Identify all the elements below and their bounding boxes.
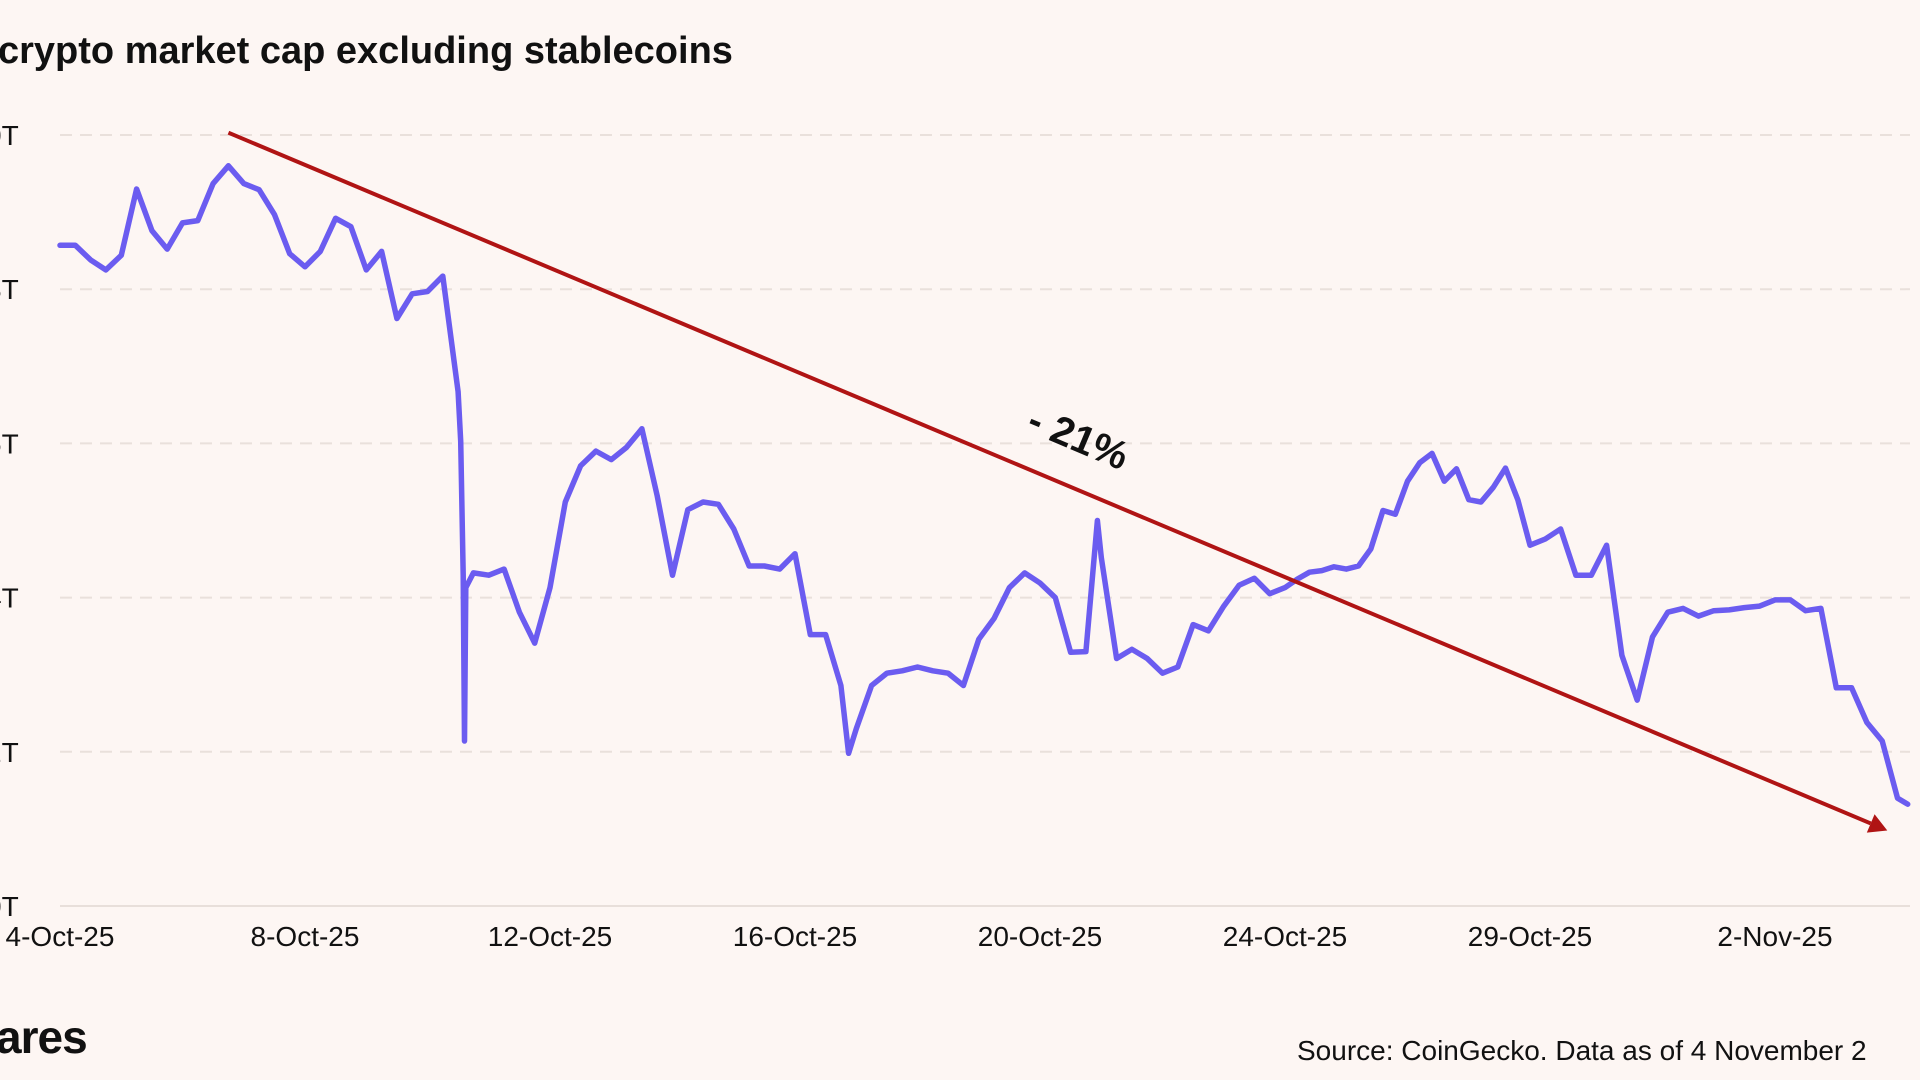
line-chart: 0T2T4T6T8T0T4-Oct-258-Oct-2512-Oct-2516-…	[0, 120, 1911, 952]
trend-arrowhead	[1866, 814, 1888, 833]
x-tick-label: 4-Oct-25	[6, 921, 115, 952]
x-tick-label: 24-Oct-25	[1223, 921, 1348, 952]
chart-title: crypto market cap excluding stablecoins	[0, 30, 733, 72]
x-tick-label: 12-Oct-25	[488, 921, 613, 952]
x-tick-label: 29-Oct-25	[1468, 921, 1593, 952]
series-line	[57, 163, 1911, 807]
x-tick-label: 16-Oct-25	[733, 921, 858, 952]
y-tick-label: 4T	[0, 583, 19, 614]
trend-label: - 21%	[1022, 398, 1135, 479]
x-tick-label: 20-Oct-25	[978, 921, 1103, 952]
trend-line	[227, 130, 1872, 826]
y-tick-label: 2T	[0, 737, 19, 768]
x-tick-label: 2-Nov-25	[1717, 921, 1832, 952]
brand-logo: ares	[0, 1011, 88, 1063]
y-tick-label: 6T	[0, 428, 19, 459]
x-tick-label: 8-Oct-25	[251, 921, 360, 952]
source-note: Source: CoinGecko. Data as of 4 November…	[1297, 1035, 1867, 1066]
y-tick-label: 8T	[0, 274, 19, 305]
y-tick-label: 0T	[0, 120, 19, 151]
y-tick-label: 0T	[0, 891, 19, 922]
